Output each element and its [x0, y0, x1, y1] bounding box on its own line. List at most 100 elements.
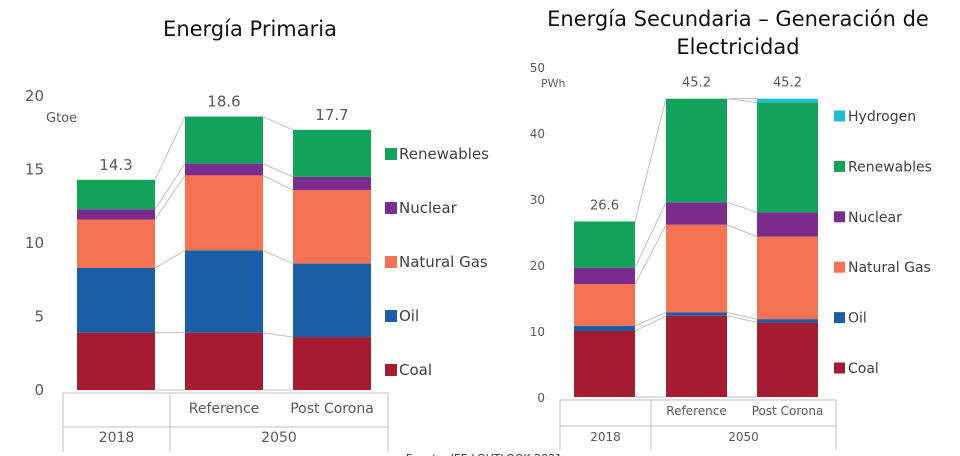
bar-reference-renewables: [185, 116, 263, 164]
category-label: Reference: [666, 404, 726, 418]
legend-swatch-coal: [834, 362, 845, 374]
connector-line: [726, 315, 758, 323]
total-label: 18.6: [207, 93, 240, 111]
legend-label-coal: Coal: [848, 361, 879, 377]
group-label: 2018: [590, 430, 621, 444]
bar-2018-natural-gas: [77, 219, 155, 268]
connector-line: [154, 175, 186, 220]
connector-line: [726, 201, 758, 213]
legend-label-oil: Oil: [399, 307, 419, 325]
bar-reference-renewables: [666, 98, 727, 203]
legend-label-oil: Oil: [848, 311, 867, 327]
legend-swatch-nuclear: [385, 202, 397, 214]
chart-secondary: Energía Secundaria – Generación de Electr…: [530, 7, 932, 450]
bar-reference-nuclear: [185, 163, 263, 176]
y-tick-label: 0: [537, 391, 545, 405]
connector-line: [726, 312, 758, 320]
legend-label-renewables: Renewables: [399, 145, 489, 163]
y-tick-label: 10: [530, 325, 545, 339]
total-label: 14.3: [99, 156, 132, 174]
footer-source: Fuente: IEE LOUTLOOK 2021: [406, 452, 562, 456]
legend-label-nuclear: Nuclear: [848, 210, 902, 226]
connector-line: [154, 249, 186, 269]
bar-reference-coal: [185, 332, 263, 390]
legend-swatch-oil: [834, 312, 845, 324]
connector-line: [154, 116, 186, 181]
total-label: 45.2: [682, 76, 711, 91]
y-tick-label: 0: [34, 381, 44, 399]
legend: Renewables Nuclear Natural Gas Oil Coal: [385, 145, 489, 379]
y-tick-label: 10: [25, 234, 44, 252]
connector-line: [726, 224, 758, 238]
y-tick-label: 40: [530, 127, 545, 141]
total-label: 17.7: [315, 106, 348, 124]
legend-label-nuclear: Nuclear: [399, 199, 458, 217]
legend-label-natural-gas: Natural Gas: [399, 253, 488, 271]
bar-post-corona-coal: [293, 337, 371, 390]
connector-line: [634, 224, 667, 285]
connector-line: [262, 174, 294, 191]
legend-swatch-natural-gas: [834, 261, 845, 273]
bar-post-corona-oil: [757, 319, 818, 323]
legend-label-renewables: Renewables: [848, 159, 932, 175]
bar-2018-renewables: [574, 221, 635, 268]
bar-reference-nuclear: [666, 202, 727, 225]
y-tick-label: 15: [25, 161, 44, 179]
bar-2018-nuclear: [77, 209, 155, 220]
connector-line: [262, 116, 294, 131]
connector-line: [262, 332, 294, 338]
y-tick-label: 5: [34, 308, 44, 326]
category-label: Reference: [189, 401, 260, 417]
legend-swatch-natural-gas: [385, 256, 397, 268]
bar-2018-oil: [574, 325, 635, 331]
legend: Hydrogen Renewables Nuclear Natural Gas Oil C…: [834, 109, 932, 377]
group-label: 2018: [99, 430, 135, 446]
bar-post-corona-natural-gas: [757, 236, 818, 320]
legend-label-hydrogen: Hydrogen: [848, 109, 916, 125]
bar-post-corona-nuclear: [293, 176, 371, 191]
bar-2018-nuclear: [574, 267, 635, 285]
legend-swatch-renewables: [834, 160, 845, 172]
bar-reference-coal: [666, 315, 727, 397]
chart-title: Energía Secundaria – Generación de: [547, 7, 929, 31]
legend-label-natural-gas: Natural Gas: [848, 260, 931, 276]
y-tick-label: 50: [530, 61, 545, 75]
bar-post-corona-renewables: [293, 129, 371, 177]
bar-2018-coal: [574, 331, 635, 397]
connector-line: [634, 98, 667, 222]
connector-line: [726, 98, 758, 104]
bar-2018-natural-gas: [574, 284, 635, 326]
unit-label: PWh: [541, 77, 566, 90]
legend-swatch-nuclear: [834, 211, 845, 223]
bar-post-corona-nuclear: [757, 212, 818, 237]
legend-label-coal: Coal: [399, 361, 432, 379]
chart-title: Energía Primaria: [163, 17, 337, 41]
legend-swatch-renewables: [385, 148, 397, 160]
bar-post-corona-oil: [293, 263, 371, 338]
bar-2018-oil: [77, 267, 155, 333]
bar-reference-oil: [666, 312, 727, 316]
bar-reference-natural-gas: [666, 224, 727, 313]
bar-reference-natural-gas: [185, 175, 263, 251]
legend-swatch-coal: [385, 364, 397, 376]
legend-swatch-oil: [385, 310, 397, 322]
connector-line: [154, 163, 186, 210]
bar-2018-renewables: [77, 179, 155, 210]
connector-line: [634, 315, 667, 332]
category-label: Post Corona: [290, 401, 374, 417]
group-label: 2050: [728, 430, 759, 444]
total-label: 26.6: [590, 198, 619, 213]
y-tick-label: 20: [530, 259, 545, 273]
connector-line: [262, 249, 294, 265]
group-label: 2050: [261, 430, 297, 446]
y-tick-label: 20: [25, 87, 44, 105]
unit-label: Gtoe: [46, 111, 77, 126]
chart-title-line-2: Electricidad: [676, 35, 799, 59]
bar-post-corona-hydrogen: [757, 98, 818, 103]
bar-post-corona-natural-gas: [293, 190, 371, 264]
bar-2018-coal: [77, 332, 155, 390]
bar-reference-oil: [185, 250, 263, 333]
category-label: Post Corona: [752, 404, 824, 418]
